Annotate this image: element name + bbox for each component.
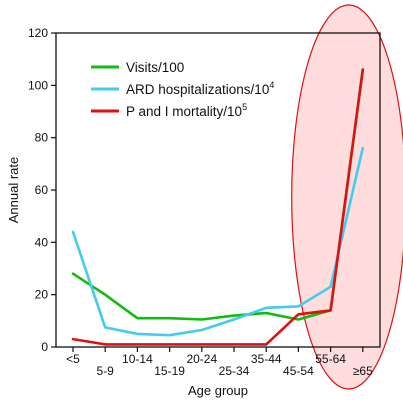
x-tick-label: 10-14 [122, 352, 153, 366]
x-tick-label: 20-24 [186, 352, 217, 366]
x-tick-label: 5-9 [97, 364, 115, 378]
x-tick-label: <5 [66, 352, 80, 366]
series-line-3 [71, 68, 365, 346]
legend-label: P and I mortality/105 [126, 102, 247, 119]
x-tick-label: 45-54 [283, 364, 314, 378]
x-tick-label: 15-19 [154, 364, 185, 378]
highlight-ellipse [291, 4, 403, 390]
y-tick-label: 0 [41, 340, 48, 354]
x-axis-title: Age group [188, 383, 248, 398]
y-tick-label: 60 [35, 183, 49, 197]
x-tick-label: ≥65 [353, 364, 373, 378]
legend-label: Visits/100 [126, 60, 184, 75]
x-tick-label: 35-44 [251, 352, 282, 366]
y-tick-label: 100 [28, 78, 48, 92]
y-tick-label: 120 [28, 26, 48, 40]
y-tick-label: 80 [35, 131, 49, 145]
y-axis-title: Annual rate [6, 157, 21, 224]
y-tick-label: 40 [35, 235, 49, 249]
x-tick-label: 55-64 [315, 352, 346, 366]
y-tick-label: 20 [35, 288, 49, 302]
legend-label: ARD hospitalizations/104 [126, 80, 274, 97]
x-tick-label: 25-34 [219, 364, 250, 378]
series-line-1 [71, 68, 365, 321]
series-line-2 [71, 146, 365, 337]
